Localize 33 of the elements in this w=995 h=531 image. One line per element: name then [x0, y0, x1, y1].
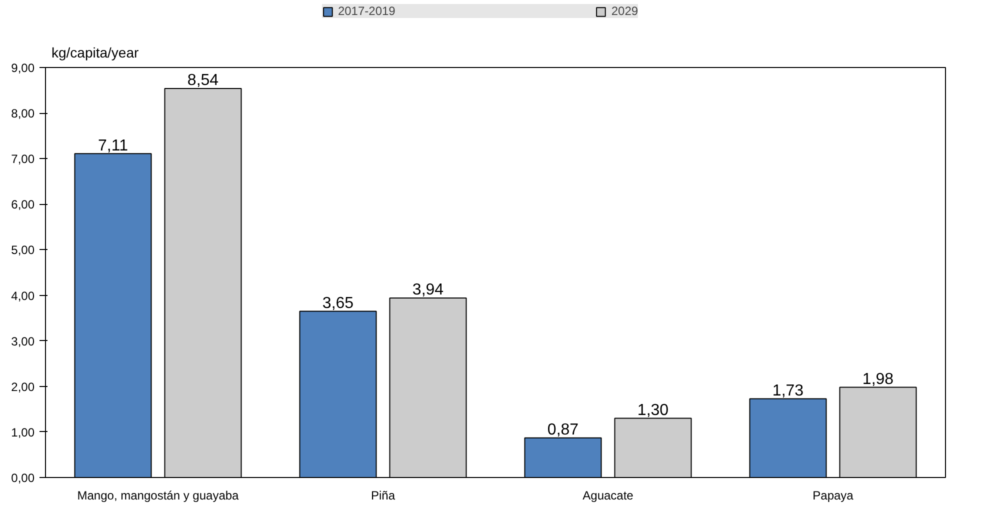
- y-tick-label: 7,00: [11, 152, 35, 166]
- bar: [839, 386, 917, 478]
- y-tick-label: 4,00: [11, 288, 35, 303]
- data-label: 0,87: [547, 422, 579, 439]
- bar: [164, 88, 242, 478]
- bar: [524, 437, 602, 478]
- y-tick-label: 3,00: [11, 334, 35, 348]
- data-label: 1,30: [637, 402, 669, 419]
- x-tick-label: Aguacate: [582, 488, 634, 502]
- data-label: 8,54: [187, 72, 219, 90]
- legend-label: 2017-2019: [338, 4, 396, 18]
- y-tick-label: 1,00: [11, 425, 35, 440]
- legend-label: 2029: [611, 4, 638, 18]
- data-label: 3,94: [412, 282, 444, 299]
- bar: [299, 310, 377, 478]
- x-tick-label: Papaya: [812, 488, 854, 502]
- y-tick-label: 9,00: [11, 61, 35, 75]
- x-tick-label: Mango, mangostán y guayaba: [77, 488, 240, 502]
- y-tick-label: 6,00: [11, 198, 35, 212]
- y-axis-title: kg/capita/year: [52, 44, 139, 60]
- y-tick-label: 0,00: [11, 471, 35, 485]
- data-label: 1,73: [772, 382, 804, 400]
- x-tick-label: Piña: [370, 488, 396, 502]
- bar: [389, 298, 467, 478]
- data-label: 3,65: [322, 294, 354, 312]
- data-label: 1,98: [862, 371, 894, 388]
- bar: [74, 153, 152, 478]
- bar: [614, 418, 692, 478]
- y-tick-label: 2,00: [11, 380, 35, 394]
- y-tick-label: 8,00: [11, 106, 35, 121]
- y-tick-label: 5,00: [11, 243, 35, 258]
- data-label: 7,11: [98, 137, 128, 154]
- bar: [749, 398, 827, 478]
